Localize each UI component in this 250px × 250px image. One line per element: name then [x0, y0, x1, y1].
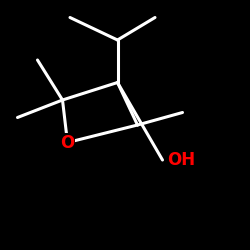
Text: OH: OH [168, 151, 196, 169]
Text: O: O [60, 134, 74, 152]
